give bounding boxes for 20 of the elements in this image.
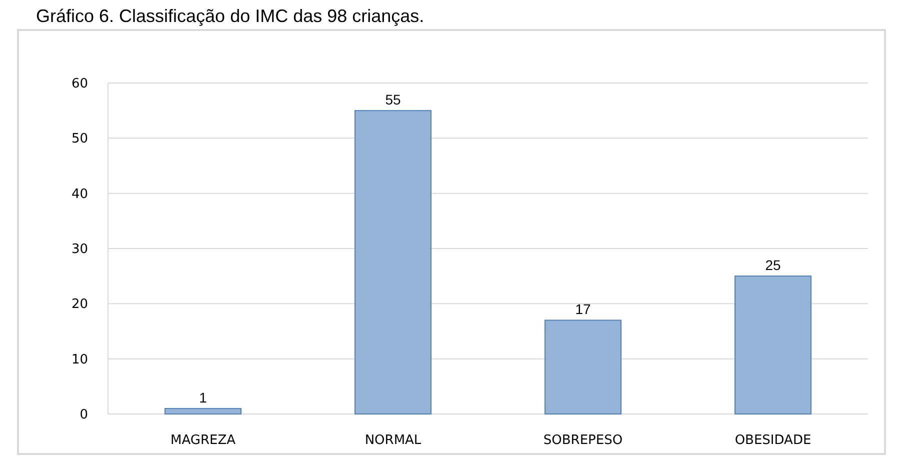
x-tick-label: SOBREPESO — [543, 433, 623, 448]
y-tick-label: 20 — [71, 297, 88, 312]
y-tick-label: 60 — [71, 76, 88, 92]
data-label: 1 — [199, 389, 208, 406]
x-tick-label: OBESIDADE — [734, 433, 812, 448]
y-tick-label: 50 — [71, 132, 88, 147]
bar — [544, 320, 622, 414]
bar — [354, 110, 432, 414]
y-tick-label: 10 — [71, 352, 88, 368]
data-label: 55 — [385, 92, 401, 108]
y-tick-label: 30 — [71, 242, 88, 258]
y-tick-label: 0 — [80, 408, 88, 423]
data-label: 25 — [765, 257, 781, 274]
x-tick-label: NORMAL — [364, 433, 422, 448]
bar — [734, 276, 812, 414]
x-tick-label: MAGREZA — [170, 433, 236, 448]
y-tick-label: 40 — [71, 186, 88, 202]
data-label: 17 — [575, 301, 591, 318]
bar — [164, 408, 242, 414]
chart-title: Gráfico 6. Classificação do IMC das 98 crianças. — [36, 6, 424, 26]
